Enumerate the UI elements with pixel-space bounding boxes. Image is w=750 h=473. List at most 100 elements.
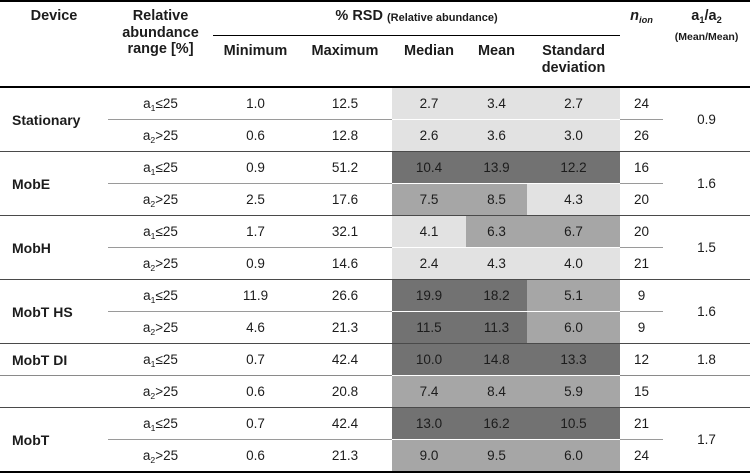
min-cell: 0.7 [213,408,298,440]
min-cell: 0.6 [213,120,298,152]
table-row: a2>25 0.6 12.8 2.6 3.6 3.0 26 [0,120,750,152]
sd-cell: 4.3 [527,184,621,216]
table-row: MobT HS a1≤25 11.9 26.6 19.9 18.2 5.1 9 … [0,280,750,344]
nion-cell: 16 [620,152,664,184]
median-cell: 2.6 [392,120,466,152]
max-cell: 42.4 [298,408,392,440]
table-row: MobT DI a1≤25 0.7 42.4 10.0 14.8 13.3 12… [0,344,750,376]
max-cell: 51.2 [298,152,392,184]
range-cell: a2>25 [108,376,213,408]
table-row: a2>25 0.6 20.8 7.4 8.4 5.9 15 [0,376,750,408]
max-cell: 17.6 [298,184,392,216]
nion-cell: 24 [620,440,664,473]
median-cell: 4.1 [392,216,466,248]
nion-cell: 9 [620,280,664,312]
table-row: a2>25 0.6 21.3 9.0 9.5 6.0 24 [0,440,750,473]
device-column-header: Device [0,2,108,88]
ratio-cell [663,376,750,408]
device-cell: MobT [0,408,108,473]
device-cell: Stationary [0,88,108,152]
mean-cell: 3.4 [466,88,527,120]
nion-cell: 12 [620,344,664,376]
sd-cell: 12.2 [527,152,621,184]
nion-cell: 21 [620,248,664,280]
sd-cell: 13.3 [527,344,621,376]
range-cell: a1≤25 [108,344,213,376]
device-cell: MobH [0,216,108,280]
sd-cell: 6.0 [527,440,621,473]
mean-cell: 3.6 [466,120,527,152]
range-cell: a2>25 [108,120,213,152]
mean-column-header: Mean [466,36,527,88]
max-cell: 12.5 [298,88,392,120]
ratio-cell: 1.8 [663,344,750,376]
ratio-cell: 1.6 [663,280,750,344]
median-cell: 7.4 [392,376,466,408]
min-cell: 1.7 [213,216,298,248]
range-cell: a2>25 [108,440,213,473]
ratio-cell: 1.6 [663,152,750,216]
min-cell: 0.7 [213,344,298,376]
nion-cell: 9 [620,312,664,344]
device-cell: MobE [0,152,108,216]
ratio-header-note: (Mean/Mean) [674,30,739,43]
range-cell: a2>25 [108,312,213,344]
mean-cell: 11.3 [466,312,527,344]
device-cell: MobT DI [0,344,108,376]
mean-cell: 18.2 [466,280,527,312]
sd-cell: 5.9 [527,376,621,408]
ratio-cell: 1.5 [663,216,750,280]
ratio-header-formula: a1/a2 [691,8,722,25]
median-cell: 13.0 [392,408,466,440]
mean-cell: 4.3 [466,248,527,280]
range-column-header: Relative abundance range [%] [108,2,213,88]
median-cell: 9.0 [392,440,466,473]
nion-cell: 15 [620,376,664,408]
maximum-column-header: Maximum [298,36,392,88]
sd-cell: 4.0 [527,248,621,280]
range-cell: a1≤25 [108,408,213,440]
nion-cell: 24 [620,88,664,120]
range-cell: a1≤25 [108,152,213,184]
min-cell: 11.9 [213,280,298,312]
max-cell: 20.8 [298,376,392,408]
ratio-cell: 0.9 [663,88,750,152]
range-cell: a1≤25 [108,88,213,120]
max-cell: 12.8 [298,120,392,152]
range-cell: a1≤25 [108,216,213,248]
device-cell [0,376,108,408]
range-cell: a2>25 [108,248,213,280]
mean-cell: 6.3 [466,216,527,248]
mean-cell: 13.9 [466,152,527,184]
table-row: MobH a1≤25 1.7 32.1 4.1 6.3 6.7 20 1.5 [0,216,750,280]
table-row: Stationary a1≤25 1.0 12.5 2.7 3.4 2.7 24… [0,88,750,152]
nion-cell: 26 [620,120,664,152]
ratio-column-header: a1/a2 (Mean/Mean) [663,2,750,88]
minimum-column-header: Minimum [213,36,298,88]
min-cell: 0.9 [213,248,298,280]
rsd-group-note: (Relative abundance) [386,12,498,24]
max-cell: 42.4 [298,344,392,376]
median-cell: 19.9 [392,280,466,312]
sd-cell: 6.0 [527,312,621,344]
sd-cell: 5.1 [527,280,621,312]
sd-column-header: Standard deviation [527,36,621,88]
rsd-group-title: % RSD [335,8,383,24]
nion-column-header: nion [620,2,664,88]
median-cell: 2.7 [392,88,466,120]
mean-cell: 16.2 [466,408,527,440]
min-cell: 4.6 [213,312,298,344]
device-cell: MobT HS [0,280,108,344]
table-body: Stationary a1≤25 1.0 12.5 2.7 3.4 2.7 24… [0,88,750,473]
median-cell: 7.5 [392,184,466,216]
max-cell: 32.1 [298,216,392,248]
mean-cell: 14.8 [466,344,527,376]
median-cell: 11.5 [392,312,466,344]
sd-cell: 3.0 [527,120,621,152]
range-cell: a1≤25 [108,280,213,312]
table-row: a2>25 0.9 14.6 2.4 4.3 4.0 21 [0,248,750,280]
table-row: MobT a1≤25 0.7 42.4 13.0 16.2 10.5 21 1.… [0,408,750,473]
median-column-header: Median [392,36,466,88]
